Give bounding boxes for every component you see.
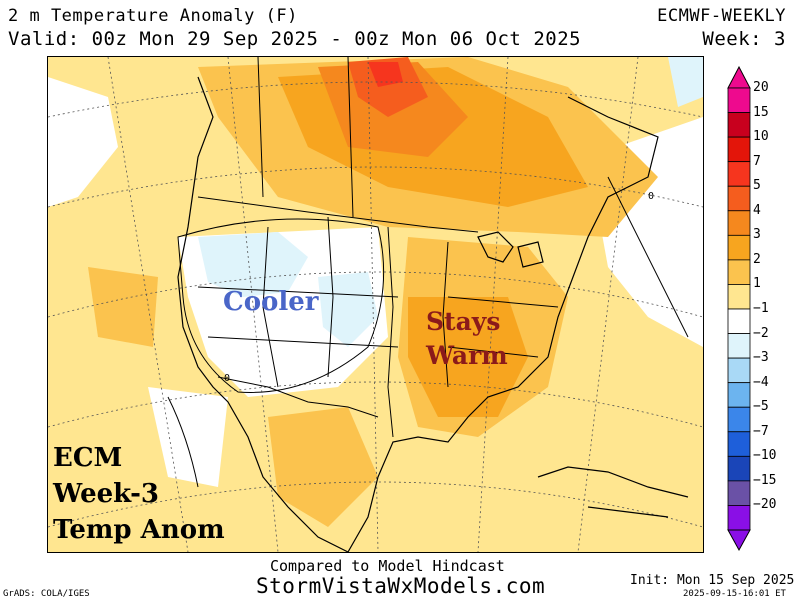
zero-contours [167,176,689,488]
legend-swatch [727,161,751,187]
legend-label: 15 [753,104,769,120]
contour-label-zero: 0 [224,373,230,384]
legend-swatch [727,308,751,334]
legend-swatch [727,357,751,384]
legend-arrow-top [727,65,751,89]
map-canvas: 0 0 [48,57,703,552]
near-normal-baja [148,387,228,487]
warm-anomaly-mexico [268,407,378,527]
legend-swatch [727,112,751,138]
legend-swatch [727,382,751,408]
legend-label: 7 [753,153,761,169]
grads-credit: GrADS: COLA/IGES [3,589,90,599]
stays-annotation: Stays [426,307,501,336]
legend-swatch [727,87,751,113]
warm-anomaly-ohio-valley [408,297,528,417]
forecast-week: Week: 3 [702,28,786,50]
cool-anomaly-rockies [198,232,308,297]
legend-swatch [727,406,751,433]
model-name: ECMWF-WEEKLY [657,6,786,26]
week-3-label: Week-3 [53,479,160,509]
legend-swatch [727,284,751,310]
legend-swatch [727,431,751,457]
legend-label: 2 [753,251,761,267]
legend-label: −5 [753,399,769,415]
near-normal-west-pacific [48,77,118,207]
legend-swatch [727,455,751,482]
legend-swatch [727,480,751,506]
legend-label: 1 [753,276,761,292]
init-time: Init: Mon 15 Sep 2025 [630,573,795,588]
warm-anomaly-canada-7 [368,62,403,87]
legend-label: −4 [753,374,769,390]
map-title: 2 m Temperature Anomaly (F) [8,6,298,26]
generation-timestamp: 2025-09-15-16:01 ET [683,589,786,599]
legend-swatch [727,185,751,212]
legend-label: −3 [753,350,769,366]
legend-label: 10 [753,129,769,145]
legend-label: −2 [753,325,769,341]
borders [197,57,559,438]
coastlines [177,76,689,552]
website-label: StormVistaWxModels.com [256,574,546,598]
contour-label-zero-atlantic: 0 [648,191,654,202]
legend-swatch [727,210,751,236]
legend-label: 3 [753,227,761,243]
legend-label: −15 [753,472,777,488]
legend-swatch [727,234,751,261]
legend-label: −7 [753,423,769,439]
valid-period: Valid: 00z Mon 29 Sep 2025 - 00z Mon 06 … [8,28,582,50]
anomaly-map: 0 0 Cooler Stays Warm ECM Week-3 Temp An… [47,56,704,553]
warm-annotation: Warm [426,341,508,370]
legend-label: 4 [753,202,761,218]
legend-label: 5 [753,178,761,194]
legend-swatch [727,505,751,531]
legend-swatch [727,333,751,359]
cooler-annotation: Cooler [223,287,319,317]
color-legend: 20 15 10 7 5 4 3 2 1 −1 −2 −3 −4 −5 −7 −10 −15 −20 [727,65,797,552]
legend-label: −10 [753,448,777,464]
temp-anom-label: Temp Anom [53,515,225,545]
ecm-label: ECM [53,443,123,473]
legend-swatch [727,136,751,163]
legend-label: 20 [753,80,769,95]
legend-colorbar [727,65,751,552]
warm-anomaly-canada-5 [348,57,428,117]
legend-arrow-bottom [727,529,751,552]
cool-north-atlantic [668,57,703,107]
legend-label: −20 [753,497,777,513]
legend-swatch [727,259,751,285]
compared-note: Compared to Model Hindcast [270,557,505,575]
legend-label: −1 [753,301,769,316]
warm-anomaly-pacific [88,267,158,347]
